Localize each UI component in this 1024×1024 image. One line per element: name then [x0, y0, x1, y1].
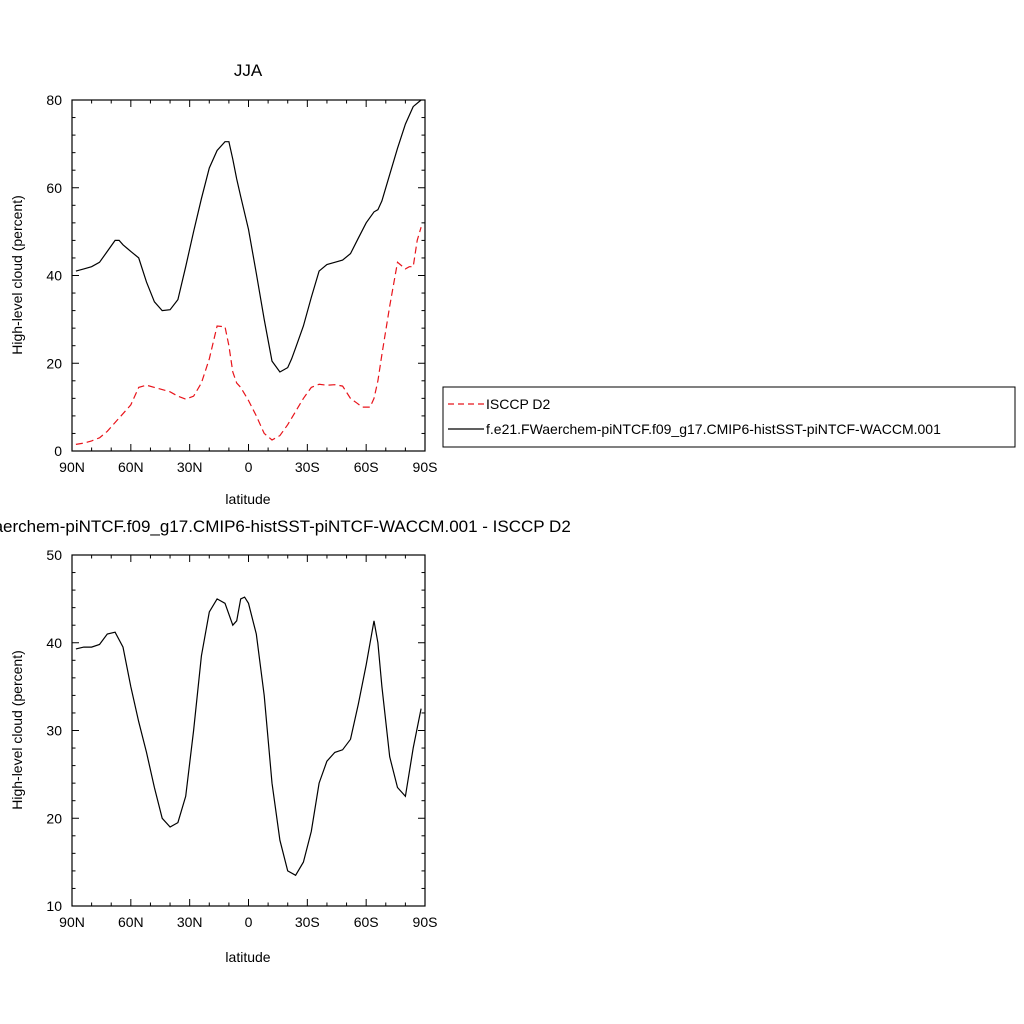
top-x-axis-label: latitude	[225, 491, 270, 507]
top-y-tick-label: 40	[46, 268, 62, 284]
top-series-line-1	[75, 99, 422, 373]
top-panel: JJA 90N 60N 30N 0 30S 60S 90S 0 20 40 60 80 latitud…	[9, 61, 437, 507]
top-y-tick-label: 0	[54, 443, 62, 459]
bottom-y-tick-label: 50	[46, 547, 62, 563]
top-plot-frame	[71, 99, 426, 452]
bottom-chart-title: f.e21.FWaerchem-piNTCF.f09_g17.CMIP6-his…	[0, 517, 571, 536]
bottom-x-tick-label: 30S	[295, 914, 320, 930]
bottom-x-tick-label: 90N	[59, 914, 85, 930]
bottom-y-tick-label: 10	[46, 898, 62, 914]
bottom-y-tick-label: 30	[46, 723, 62, 739]
top-x-tick-label: 90S	[413, 459, 438, 475]
top-x-tick-label: 90N	[59, 459, 85, 475]
top-y-tick-label: 60	[46, 180, 62, 196]
top-x-tick-label: 30S	[295, 459, 320, 475]
bottom-y-tick-label: 20	[46, 810, 62, 826]
legend-label-model: f.e21.FWaerchem-piNTCF.f09_g17.CMIP6-his…	[486, 421, 941, 437]
top-y-tick-label: 80	[46, 92, 62, 108]
top-chart-title: JJA	[234, 61, 263, 80]
top-y-axis-label: High-level cloud (percent)	[9, 195, 25, 355]
top-ticks: 90N 60N 30N 0 30S 60S 90S 0 20 40 60 80	[46, 92, 437, 475]
bottom-ticks: 90N 60N 30N 0 30S 60S 90S 10 20 30 40 50	[46, 547, 437, 930]
bottom-y-axis-label: High-level cloud (percent)	[9, 650, 25, 810]
top-series-line-0	[75, 227, 422, 445]
bottom-x-tick-label: 60N	[118, 914, 144, 930]
top-series-lines	[75, 99, 422, 445]
top-x-tick-label: 60N	[118, 459, 144, 475]
bottom-series-lines	[75, 596, 422, 877]
legend-label-isccp: ISCCP D2	[486, 396, 551, 412]
bottom-plot-frame	[71, 554, 426, 907]
top-x-tick-label: 0	[245, 459, 253, 475]
bottom-y-tick-label: 40	[46, 635, 62, 651]
legend-box	[442, 386, 1016, 448]
bottom-panel: f.e21.FWaerchem-piNTCF.f09_g17.CMIP6-his…	[0, 517, 571, 965]
bottom-series-line-0	[75, 596, 422, 877]
bottom-x-tick-label: 30N	[177, 914, 203, 930]
top-x-tick-label: 30N	[177, 459, 203, 475]
legend: ISCCP D2 f.e21.FWaerchem-piNTCF.f09_g17.…	[442, 386, 1016, 448]
bottom-x-tick-label: 90S	[413, 914, 438, 930]
bottom-x-axis-label: latitude	[225, 949, 270, 965]
top-y-tick-label: 20	[46, 355, 62, 371]
bottom-x-tick-label: 0	[245, 914, 253, 930]
bottom-x-tick-label: 60S	[354, 914, 379, 930]
top-x-tick-label: 60S	[354, 459, 379, 475]
